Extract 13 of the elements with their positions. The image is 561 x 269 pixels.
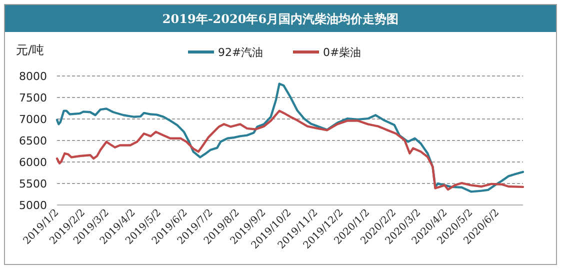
y-tick-label: 6000 <box>19 156 47 169</box>
y-tick-label: 5000 <box>19 199 47 212</box>
line-series <box>56 110 524 191</box>
y-tick-label: 8000 <box>19 70 47 83</box>
line-series <box>56 82 524 193</box>
chart-title: 2019年-2020年6月国内汽柴油均价走势图 <box>162 12 399 26</box>
y-tick-label: 7500 <box>19 92 47 104</box>
legend-label: 0#柴油 <box>323 46 362 59</box>
y-tick-label: 5500 <box>19 178 47 190</box>
y-tick-label: 6500 <box>19 134 47 148</box>
y-axis-title: 元/吨 <box>16 43 44 57</box>
y-tick-label: 7000 <box>19 113 47 126</box>
legend-label: 92#汽油 <box>218 46 264 59</box>
